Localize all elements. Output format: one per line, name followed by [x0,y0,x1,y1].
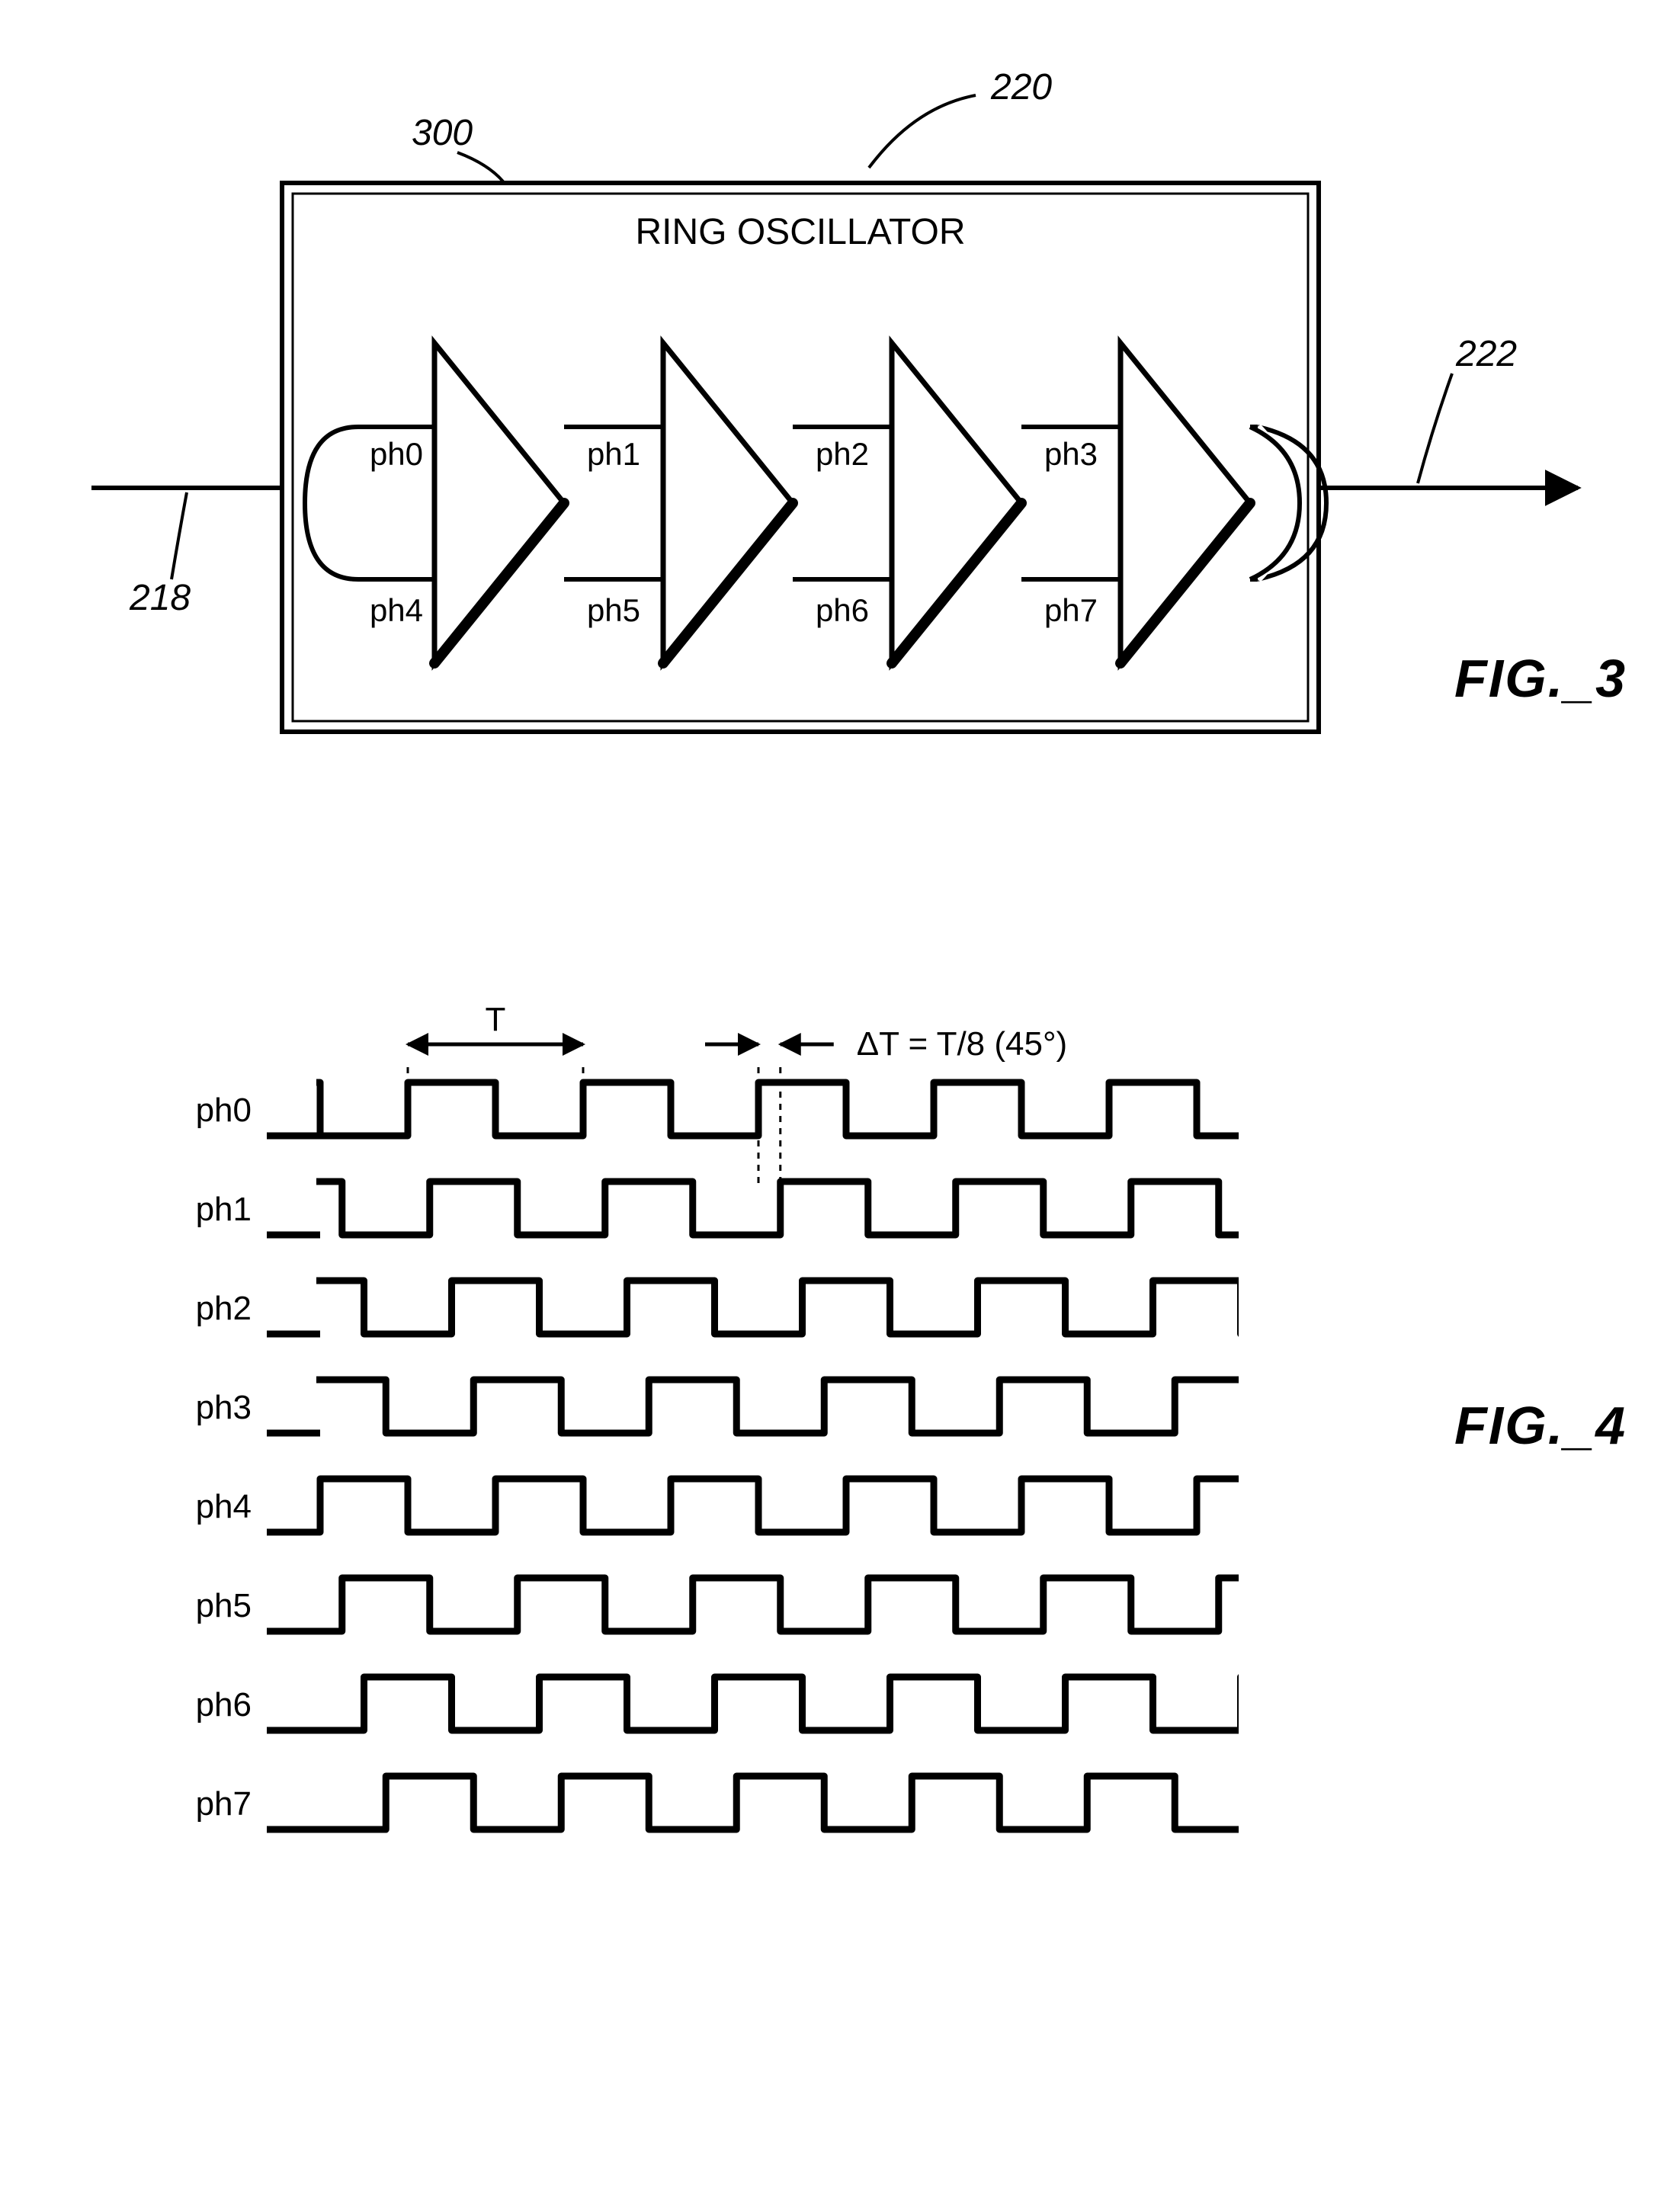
fig3-svg: 220 300 RING OSCILLATOR 218 222 ph0 ph4 ph1 ph5 p… [30,30,1650,907]
svg-text:ph4: ph4 [370,592,423,628]
svg-text:ph5: ph5 [587,592,640,628]
svg-text:222: 222 [1455,334,1517,374]
figure-4: ph0ph1ph2ph3ph4ph5ph6ph7TΔT = T/8 (45°) … [30,999,1650,2066]
figure-3: 220 300 RING OSCILLATOR 218 222 ph0 ph4 ph1 ph5 p… [30,30,1650,907]
fig3-caption: FIG._3 [1454,648,1627,709]
svg-text:ph0: ph0 [370,436,423,472]
svg-text:ph2: ph2 [816,436,869,472]
svg-text:218: 218 [129,578,191,618]
fig4-caption: FIG._4 [1454,1395,1627,1456]
svg-text:ph7: ph7 [1044,592,1098,628]
svg-text:ph7: ph7 [196,1785,252,1823]
svg-text:ph3: ph3 [196,1389,252,1426]
svg-text:220: 220 [990,67,1052,107]
svg-text:ph1: ph1 [196,1191,252,1228]
svg-text:ph1: ph1 [587,436,640,472]
svg-text:ph0: ph0 [196,1092,252,1129]
svg-text:ph6: ph6 [196,1686,252,1723]
svg-text:300: 300 [412,113,473,153]
svg-text:ΔT = T/8 (45°): ΔT = T/8 (45°) [857,1025,1067,1063]
svg-text:ph4: ph4 [196,1488,252,1525]
svg-text:ph3: ph3 [1044,436,1098,472]
svg-text:ph6: ph6 [816,592,869,628]
svg-text:T: T [486,1001,506,1038]
svg-text:ph2: ph2 [196,1290,252,1327]
fig4-svg: ph0 ph1 ph2 ph3 ph4 ph5 ph6 ph7 T ΔT = T/8 (45°) [30,999,1650,2066]
svg-text:RING OSCILLATOR: RING OSCILLATOR [636,212,966,252]
svg-text:ph5: ph5 [196,1587,252,1624]
